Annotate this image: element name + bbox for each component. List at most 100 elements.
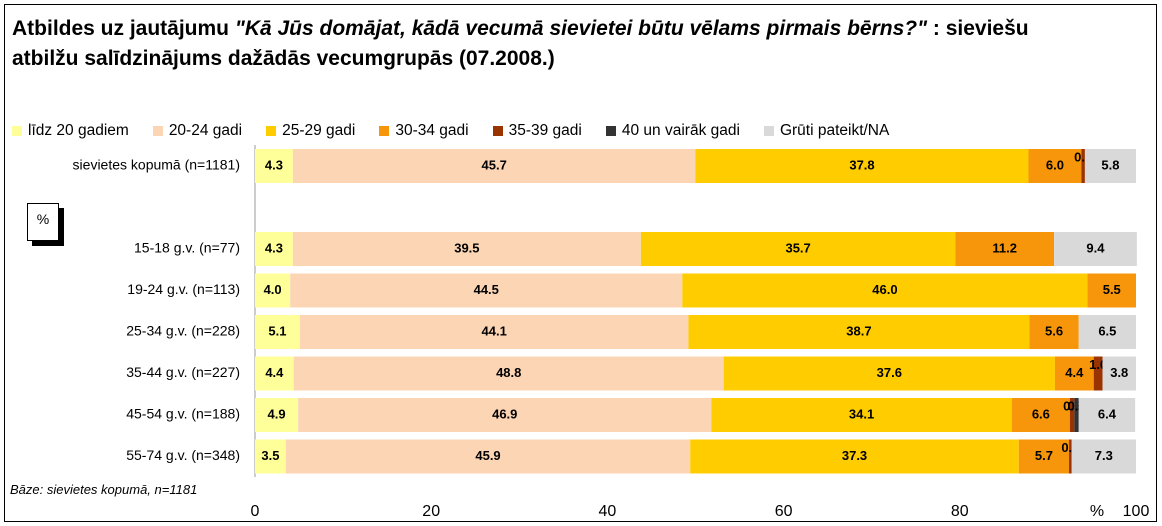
- bar-segment: [293, 356, 724, 391]
- data-label: 44.1: [482, 323, 507, 338]
- bar-segment: [255, 439, 286, 474]
- legend-swatch: [266, 126, 277, 136]
- data-label: 37.3: [842, 448, 867, 463]
- data-label: 46.0: [872, 282, 897, 297]
- legend-item: 40 un vairāk gadi: [605, 122, 740, 140]
- y-tick-label: sievietes kopumā (n=1181): [73, 157, 240, 173]
- bar-segment: [255, 273, 291, 308]
- x-tick-label: 0: [251, 503, 260, 520]
- frame: [4, 4, 1157, 522]
- x-tick-label: 20: [422, 503, 440, 520]
- data-label: 38.7: [846, 323, 871, 338]
- data-label: 4.9: [268, 406, 286, 421]
- data-label: 6.6: [1032, 406, 1050, 421]
- legend-swatch: [492, 126, 503, 136]
- data-label: 44.5: [474, 282, 499, 297]
- note: Bāze: sievietes kopumā, n=1181: [10, 482, 198, 497]
- data-label: 7.3: [1095, 448, 1113, 463]
- y-tick-label: 25-34 g.v. (n=228): [126, 323, 240, 339]
- data-label: 37.6: [877, 365, 902, 380]
- data-label: 6.5: [1098, 323, 1116, 338]
- legend-item: 30-34 gadi: [379, 122, 469, 140]
- y-tick-label: 45-54 g.v. (n=188): [126, 406, 240, 422]
- bar-segment: [711, 398, 1012, 432]
- bar-segment: [1084, 149, 1136, 183]
- bar-segment: [1011, 398, 1070, 432]
- data-label: 3.5: [261, 448, 279, 463]
- x-tick-label: 80: [951, 503, 969, 520]
- data-label: 9.4: [1086, 240, 1105, 255]
- bar-segment: [1093, 356, 1103, 391]
- bar-segment: [285, 439, 691, 474]
- legend-swatch: [763, 126, 774, 136]
- legend-label: 20-24 gadi: [168, 122, 243, 139]
- legend-item: 35-39 gadi: [492, 122, 582, 140]
- legend-label: līdz 20 gadiem: [28, 122, 129, 139]
- data-label: 4.4: [265, 365, 284, 380]
- legend-item: 25-29 gadi: [266, 122, 355, 140]
- bar-segment: [1074, 398, 1079, 432]
- bar-segment: [1069, 439, 1072, 474]
- legend-item: 20-24 gadi: [152, 122, 243, 140]
- y-tick-label: 19-24 g.v. (n=113): [127, 281, 240, 297]
- bar-segment: [299, 315, 689, 349]
- x-tick-label: 100: [1123, 503, 1150, 520]
- bar-segment: [1081, 149, 1085, 183]
- data-label: 34.1: [849, 406, 874, 421]
- bar-segment: [298, 398, 712, 432]
- data-label: 5.8: [1101, 157, 1119, 172]
- bar-segment: [1054, 232, 1137, 266]
- title-part: Atbildes uz jautājumu: [12, 17, 235, 40]
- bar-segment: [255, 398, 299, 432]
- x-tick-label: 40: [599, 503, 617, 520]
- data-label: 11.2: [992, 240, 1017, 255]
- bar-segment: [688, 315, 1030, 349]
- bar-segment: [290, 273, 683, 308]
- y-tick-label: 35-44 g.v. (n=227): [126, 364, 240, 380]
- data-label: 5.6: [1045, 323, 1063, 338]
- bar-segment: [1018, 439, 1070, 474]
- bar-segment: [255, 356, 294, 391]
- data-label: 37.8: [849, 157, 874, 172]
- data-label: 35.7: [785, 240, 810, 255]
- title-part: "Kā Jūs domājat, kādā vecumā sievietei b…: [234, 17, 928, 40]
- bar-segment: [1078, 398, 1136, 432]
- bar-segment: [292, 149, 696, 183]
- bar-segment: [255, 232, 293, 266]
- x-tick-label: 60: [775, 503, 793, 520]
- legend-label: 35-39 gadi: [508, 122, 582, 139]
- y-tick-label: 15-18 g.v. (n=77): [134, 240, 240, 256]
- data-label: 3.8: [1110, 365, 1128, 380]
- bar-segment: [955, 232, 1055, 266]
- data-label: 48.8: [496, 365, 521, 380]
- bar-segment: [255, 315, 300, 349]
- bar-segment: [1071, 439, 1136, 474]
- data-label: 46.9: [492, 406, 517, 421]
- bar-segment: [682, 273, 1088, 308]
- data-label: 4.3: [265, 157, 283, 172]
- data-label: 5.1: [268, 323, 286, 338]
- data-label: 39.5: [454, 240, 479, 255]
- bar-segment: [292, 232, 641, 266]
- data-label: 4.0: [264, 282, 282, 297]
- legend-item: Grūti pateikt/NA: [763, 122, 890, 140]
- legend-label: 30-34 gadi: [395, 122, 469, 139]
- data-label: 6.0: [1046, 157, 1064, 172]
- legend-label: 40 un vairāk gadi: [621, 122, 740, 139]
- legend: līdz 20 gadiem 20-24 gadi 25-29 gadi 30-34 …: [12, 122, 889, 140]
- bar-segment: [255, 149, 293, 183]
- bar-segment: [1102, 356, 1136, 391]
- data-label: 5.7: [1035, 448, 1053, 463]
- y-tick-label: 55-74 g.v. (n=348): [126, 447, 240, 463]
- legend-swatch: [379, 126, 390, 136]
- bar-segment: [1054, 356, 1094, 391]
- bar-segment: [1087, 273, 1136, 308]
- legend-swatch: [152, 126, 163, 136]
- bar-segment: [1028, 149, 1082, 183]
- data-label: 4.4: [1065, 365, 1084, 380]
- legend-label: Grūti pateikt/NA: [779, 122, 890, 139]
- side-label: %: [27, 203, 59, 241]
- bar-segment: [640, 232, 956, 266]
